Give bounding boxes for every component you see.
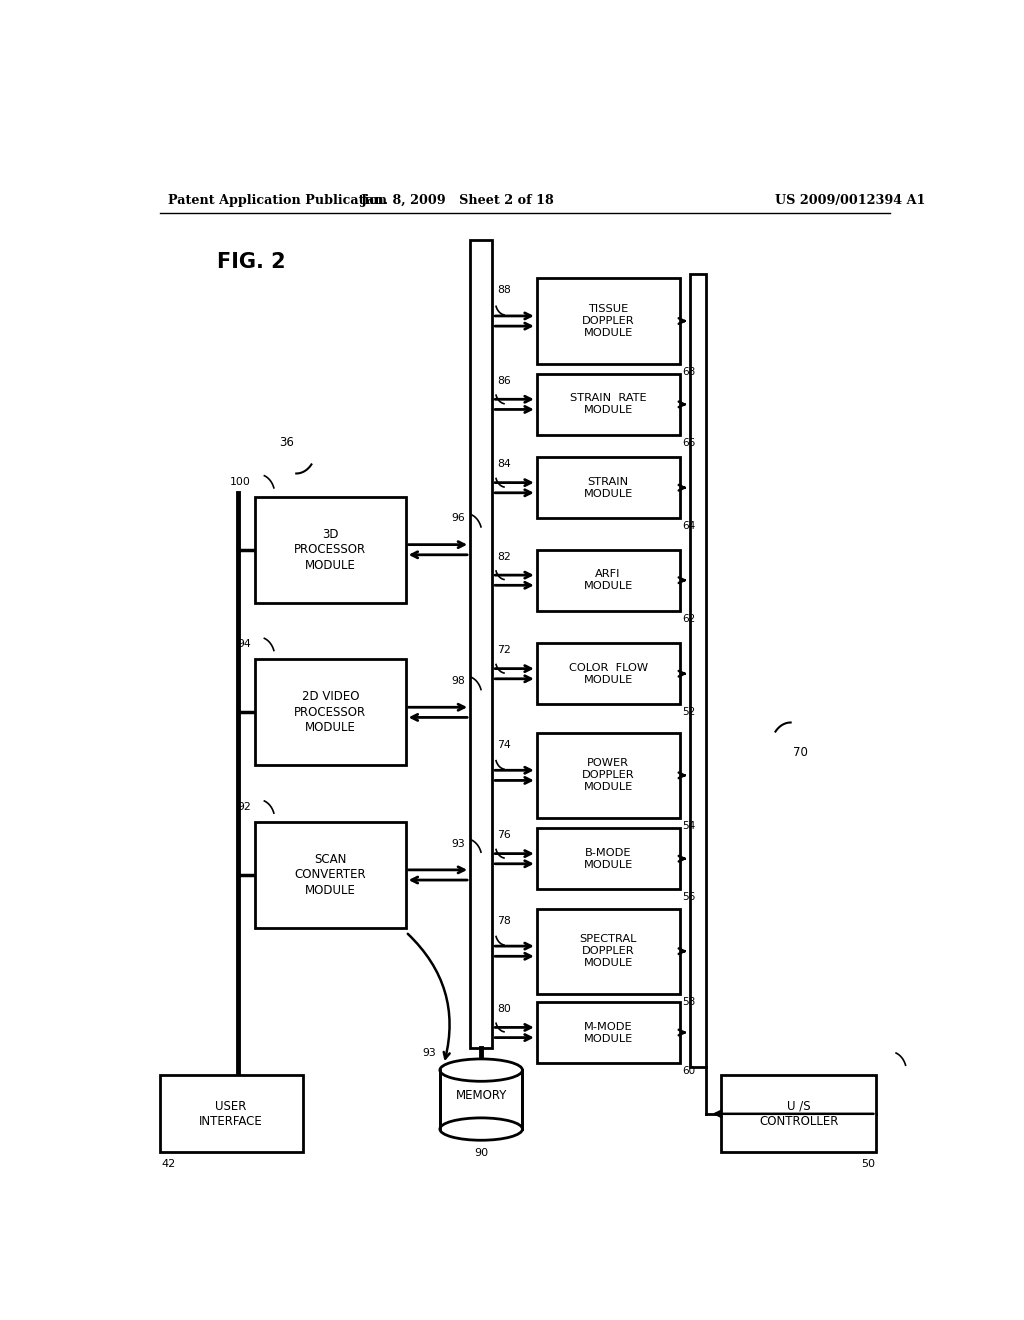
Text: 50: 50 [861,1159,874,1168]
Text: 93: 93 [422,1048,436,1057]
Bar [470,240,493,1048]
Text: SPECTRAL
DOPPLER
MODULE: SPECTRAL DOPPLER MODULE [580,935,637,968]
Text: Jan. 8, 2009   Sheet 2 of 18: Jan. 8, 2009 Sheet 2 of 18 [360,194,554,206]
Text: B-MODE
MODULE: B-MODE MODULE [584,847,633,870]
Text: 82: 82 [497,552,511,562]
Text: 90: 90 [474,1148,488,1159]
Text: 88: 88 [497,285,511,296]
Text: 42: 42 [162,1159,175,1168]
Text: USER
INTERFACE: USER INTERFACE [200,1100,263,1129]
Text: 54: 54 [682,821,695,832]
Text: 100: 100 [230,477,251,487]
Text: U /S
CONTROLLER: U /S CONTROLLER [759,1100,839,1129]
Text: 66: 66 [682,438,695,447]
Text: 93: 93 [452,838,465,849]
Bar [537,1002,680,1063]
Text: 98: 98 [452,676,465,686]
Text: 70: 70 [793,747,808,759]
Bar [537,279,680,364]
Text: STRAIN  RATE
MODULE: STRAIN RATE MODULE [569,393,646,416]
Text: COLOR  FLOW
MODULE: COLOR FLOW MODULE [568,663,648,685]
Text: M-MODE
MODULE: M-MODE MODULE [584,1022,633,1044]
Text: US 2009/0012394 A1: US 2009/0012394 A1 [775,194,925,206]
Bar [160,1076,303,1152]
Bar [440,1071,522,1129]
Bar [537,908,680,994]
Bar [537,549,680,611]
Text: 80: 80 [497,1005,511,1014]
Text: STRAIN
MODULE: STRAIN MODULE [584,477,633,499]
Text: TISSUE
DOPPLER
MODULE: TISSUE DOPPLER MODULE [582,304,635,338]
Bar [537,374,680,434]
Text: 78: 78 [497,916,511,925]
Text: 60: 60 [682,1067,695,1076]
Text: 76: 76 [497,830,511,841]
Text: POWER
DOPPLER
MODULE: POWER DOPPLER MODULE [582,759,635,792]
Text: 68: 68 [682,367,695,376]
Text: Patent Application Publication: Patent Application Publication [168,194,387,206]
Text: 36: 36 [280,437,294,450]
Text: FIG. 2: FIG. 2 [217,252,286,272]
Text: 3D
PROCESSOR
MODULE: 3D PROCESSOR MODULE [294,528,367,572]
Bar [255,822,406,928]
Bar [690,275,706,1067]
Text: 52: 52 [682,708,695,717]
Text: 74: 74 [497,739,511,750]
Text: 62: 62 [682,614,695,624]
Text: 72: 72 [497,645,511,656]
Bar [537,643,680,704]
Text: 92: 92 [238,803,251,812]
Text: 64: 64 [682,521,695,531]
Bar [255,660,406,766]
Text: 56: 56 [682,892,695,903]
Text: 2D VIDEO
PROCESSOR
MODULE: 2D VIDEO PROCESSOR MODULE [294,690,367,734]
Ellipse shape [440,1118,522,1140]
Text: 86: 86 [497,376,511,385]
Bar [537,828,680,890]
Bar [721,1076,877,1152]
Text: ARFI
MODULE: ARFI MODULE [584,569,633,591]
Text: 58: 58 [682,997,695,1007]
Text: 94: 94 [238,639,251,649]
Text: 84: 84 [497,459,511,470]
Ellipse shape [440,1059,522,1081]
Text: 96: 96 [452,513,465,523]
Bar [537,733,680,818]
Text: SCAN
CONVERTER
MODULE: SCAN CONVERTER MODULE [295,853,367,898]
Bar [537,457,680,519]
Text: MEMORY: MEMORY [456,1089,507,1102]
Bar [255,496,406,602]
